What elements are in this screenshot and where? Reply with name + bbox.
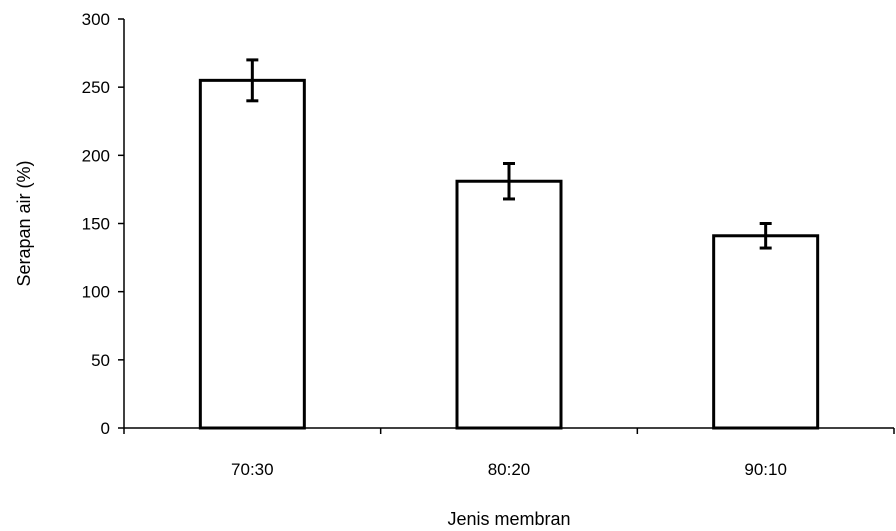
y-tick-label: 150 [82, 215, 110, 234]
error-bar-90:10 [759, 222, 772, 250]
error-bar-80:20 [503, 162, 515, 201]
y-tick-label: 200 [82, 146, 110, 165]
bar-80:20 [455, 179, 563, 430]
y-tick-label: 100 [82, 283, 110, 302]
x-tick-label-90:10: 90:10 [744, 460, 787, 479]
y-axis-title: Serapan air (%) [14, 160, 34, 286]
error-bars-layer [246, 58, 772, 250]
error-bar-70:30 [246, 58, 259, 103]
x-axis-title: Jenis membran [447, 509, 570, 529]
ticks-layer: 0 50 100 150 200 250 300 70:30 80:20 90:10 [82, 10, 895, 479]
bars-layer [198, 78, 820, 430]
y-tick-label: 50 [91, 351, 110, 370]
y-tick-label: 250 [82, 78, 110, 97]
x-tick-label-80:20: 80:20 [488, 460, 531, 479]
bar-90:10 [712, 234, 820, 430]
y-tick-label: 300 [82, 10, 110, 29]
x-tick-label-70:30: 70:30 [231, 460, 274, 479]
bar-70:30 [198, 78, 306, 430]
y-tick-label: 0 [101, 419, 110, 438]
